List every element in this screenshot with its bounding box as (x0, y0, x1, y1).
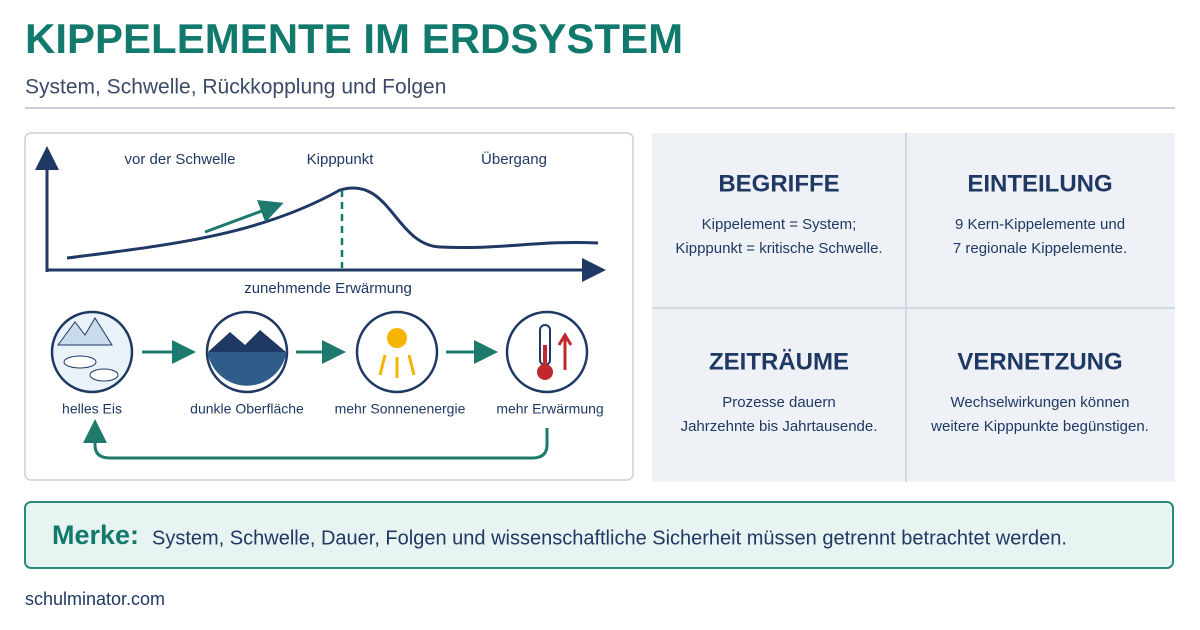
card-text: Prozesse dauern (722, 394, 835, 411)
card-title: BEGRIFFE (718, 170, 839, 197)
card-text: Wechselwirkungen können (951, 394, 1130, 411)
note-text: System, Schwelle, Dauer, Folgen und wiss… (152, 527, 1067, 549)
phase-label: Kipppunkt (307, 151, 375, 168)
subtitle: System, Schwelle, Rückkopplung und Folge… (25, 76, 446, 99)
diagram-panel (24, 132, 634, 481)
card-text: Jahrzehnte bis Jahrtausende. (681, 418, 878, 435)
card-text: 9 Kern-Kippelemente und (955, 216, 1125, 233)
card-text: weitere Kipppunkte begünstigen. (930, 418, 1149, 435)
card-title: EINTEILUNG (967, 170, 1112, 197)
card-title: VERNETZUNG (957, 348, 1122, 375)
note-label: Merke: (52, 520, 139, 550)
phase-label: Übergang (481, 150, 547, 168)
icon-thermometer (505, 310, 589, 394)
step-label: mehr Sonnenenergie (335, 401, 466, 417)
card-title: ZEITRÄUME (709, 348, 849, 375)
card-text: 7 regionale Kippelemente. (953, 240, 1127, 257)
x-axis-label: zunehmende Erwärmung (244, 280, 412, 297)
footer: schulminator.com (25, 589, 165, 609)
title: KIPPELEMENTE IM ERDSYSTEM (25, 15, 683, 62)
card-text: Kippelement = System; (702, 216, 857, 233)
curve (66, 186, 599, 260)
icon-sun (355, 310, 439, 394)
step-label: mehr Erwärmung (496, 401, 603, 417)
step-label: helles Eis (62, 401, 122, 417)
trend-arrow (204, 199, 284, 234)
card-text: Kipppunkt = kritische Schwelle. (675, 240, 882, 257)
feedback-loop (83, 419, 549, 460)
step-label: dunkle Oberfläche (190, 401, 304, 417)
icon-dark-surface (205, 310, 289, 394)
phase-label: vor der Schwelle (125, 151, 236, 168)
icon-ice (50, 310, 134, 394)
note-box (24, 501, 1174, 569)
